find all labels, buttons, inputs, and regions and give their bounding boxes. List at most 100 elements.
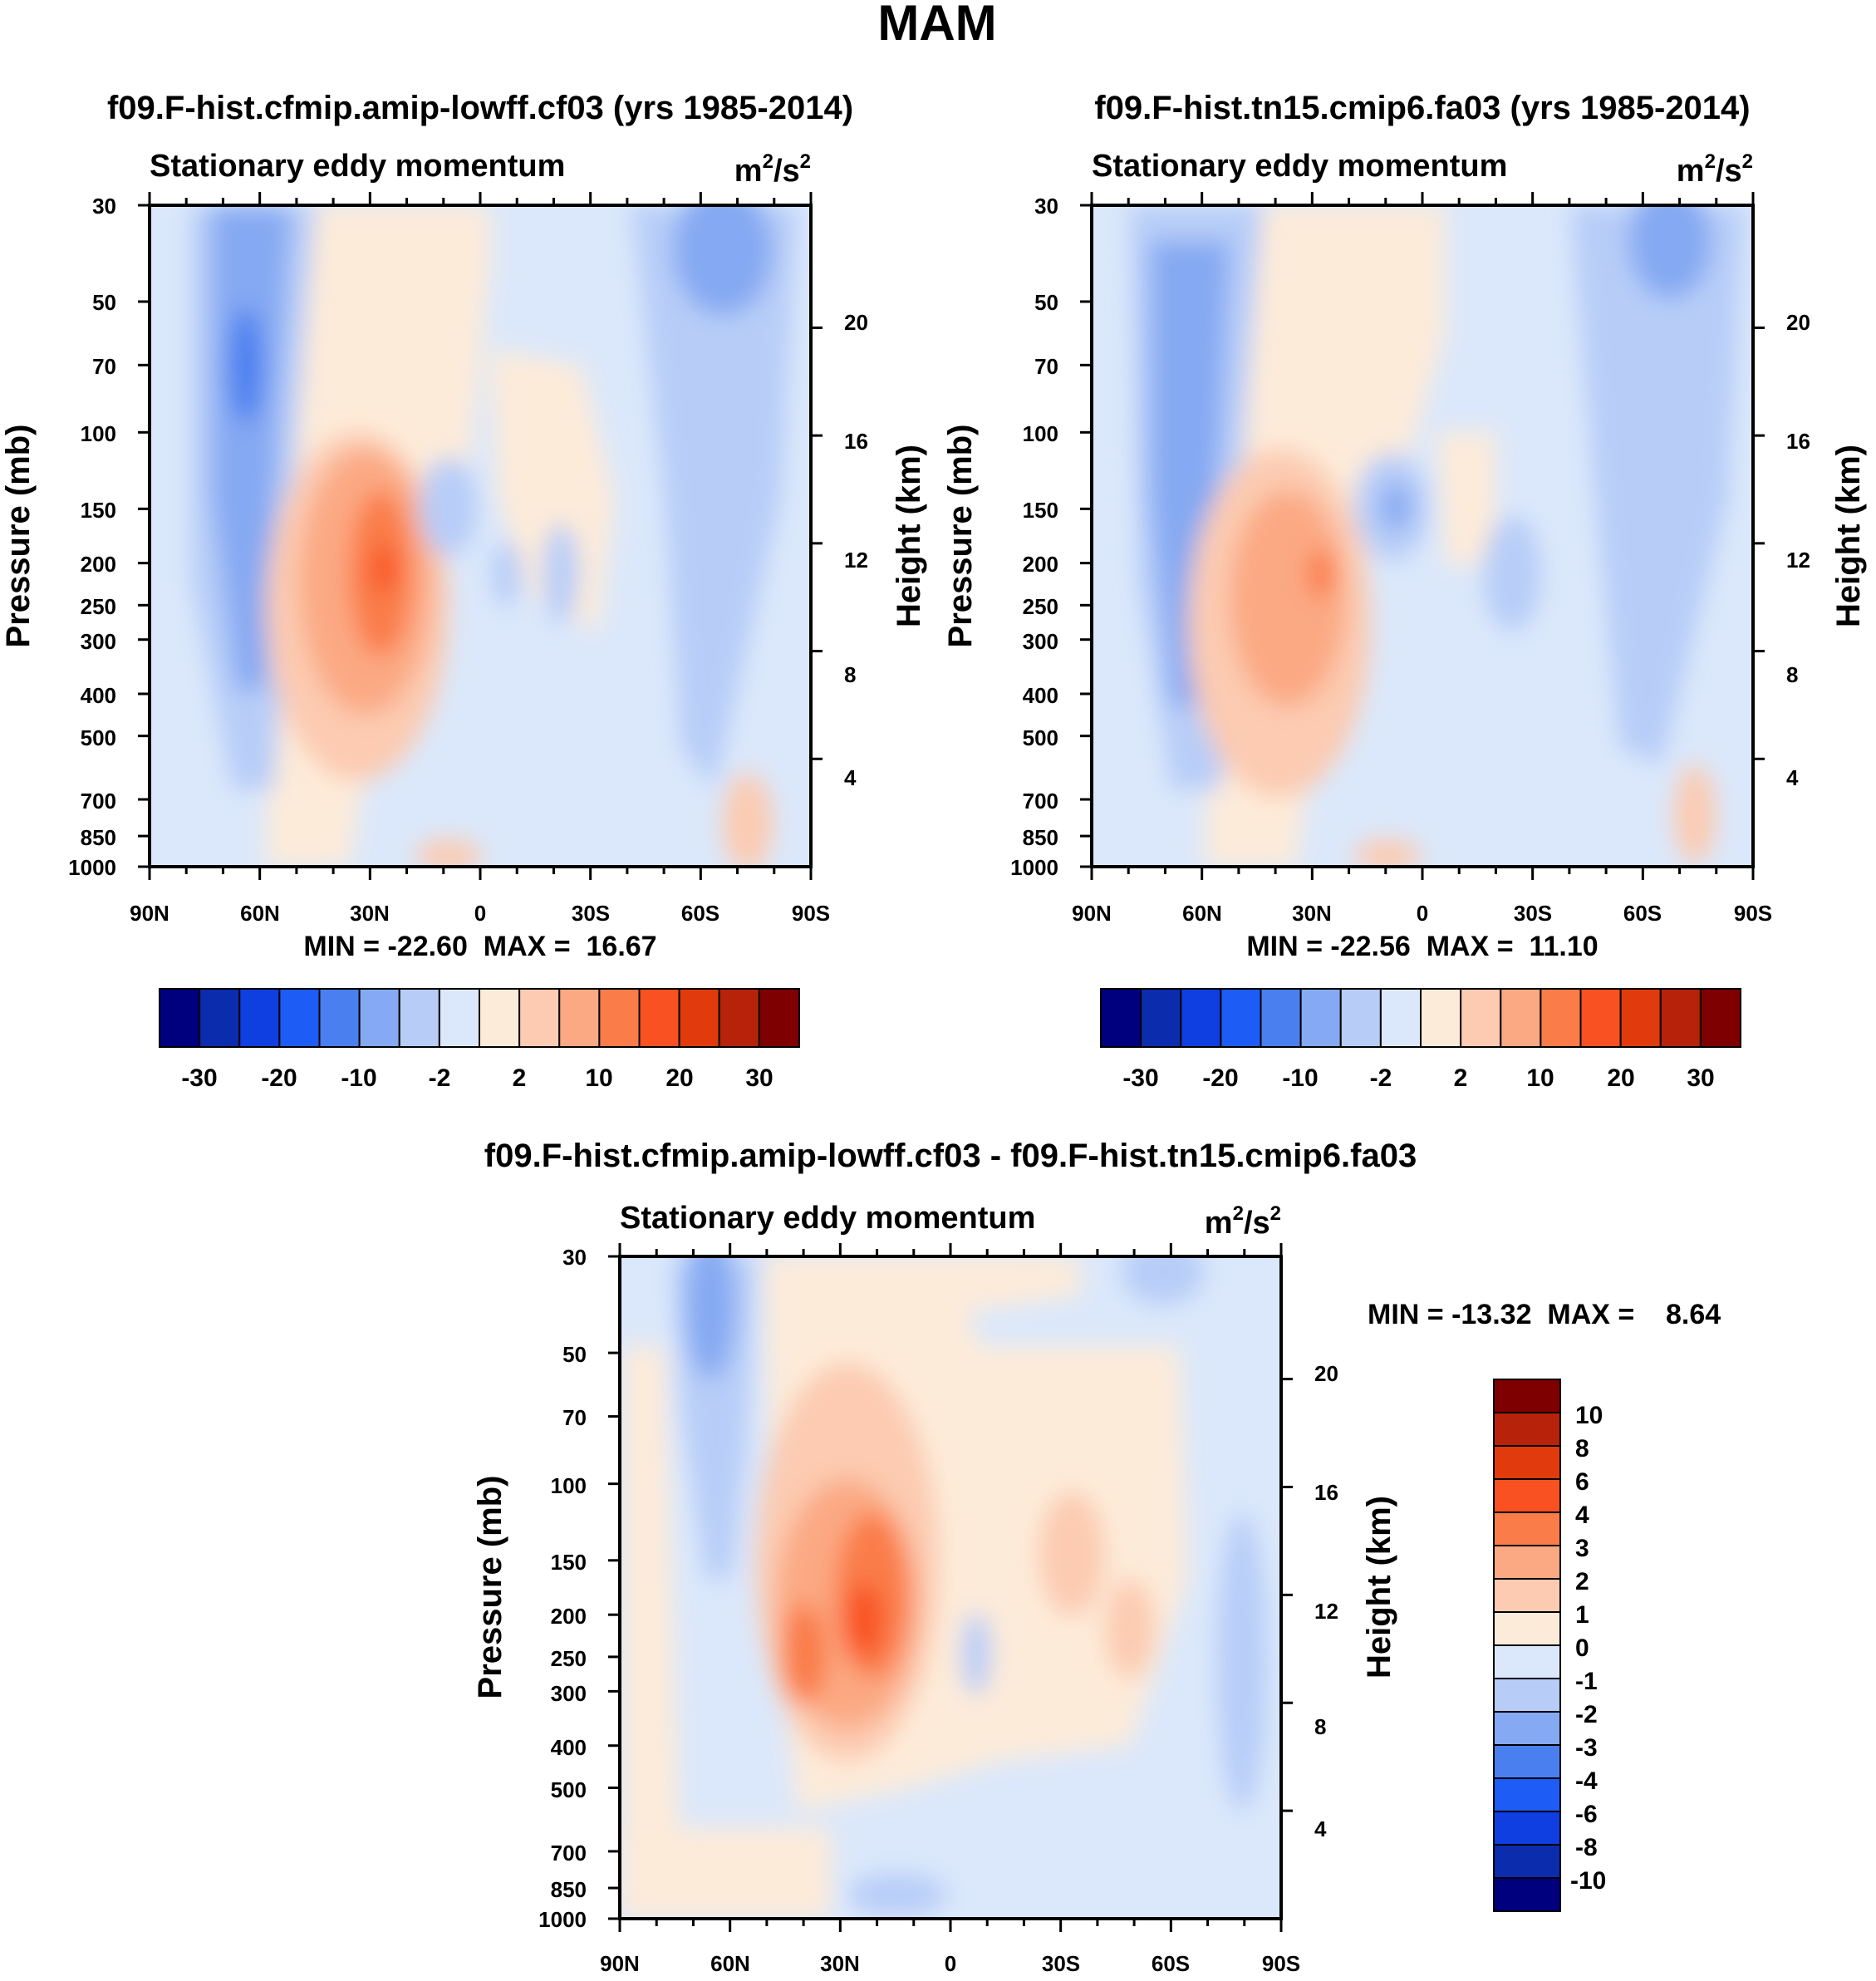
colorbar-swatch (1493, 1545, 1561, 1580)
colorbar-label: 20 (1607, 1064, 1634, 1092)
y2-tick-labels: 20 16 12 8 4 (1786, 310, 1810, 790)
y-tick-label: 100 (551, 1473, 587, 1498)
colorbar-swatch (479, 988, 521, 1048)
y-tick-label: 1000 (68, 855, 116, 880)
y-tick-label: 850 (551, 1877, 587, 1902)
colorbar-swatch (1579, 988, 1622, 1048)
neg-core (685, 1256, 735, 1379)
y-tick-label: 70 (92, 354, 116, 379)
y2-tick-label: 20 (1786, 310, 1810, 335)
y-tick-label: 1000 (1010, 855, 1058, 880)
plot-subtitle: Stationary eddy momentum (1092, 149, 1507, 184)
colorbar-swatch (199, 988, 241, 1048)
colorbar-label: -10 (341, 1064, 376, 1092)
colorbar-swatch (1493, 1811, 1561, 1846)
y2-tick-label: 16 (1314, 1480, 1338, 1505)
neg-tropics-b (492, 540, 522, 607)
y-tick-label: 150 (81, 498, 116, 523)
colorbar-label: 10 (585, 1064, 612, 1092)
colorbar-swatch (358, 988, 400, 1048)
y-tick-label: 70 (562, 1405, 587, 1430)
colorbar-label: -20 (1202, 1064, 1238, 1092)
units-label: m2/s2 (734, 150, 811, 189)
y2-tick-label: 8 (1786, 662, 1798, 687)
minmax-text: MIN = -22.60 MAX = 16.67 (303, 931, 656, 962)
colorbar-label: 2 (513, 1064, 527, 1092)
neg-southern-low (1217, 1512, 1267, 1811)
colorbar (159, 988, 800, 1048)
y-tick-label: 50 (1034, 290, 1058, 315)
colorbar-swatch (1260, 988, 1302, 1048)
y-tick-label: 50 (92, 290, 116, 315)
colorbar-swatch (438, 988, 480, 1048)
y-tick-label: 700 (81, 789, 116, 814)
colorbar-label: -30 (1122, 1064, 1158, 1092)
colorbar-swatch (1493, 1578, 1561, 1613)
y2-tick-label: 12 (844, 548, 868, 573)
colorbar-label: 4 (1575, 1502, 1589, 1529)
colorbar-swatch (1493, 1777, 1561, 1812)
colorbar-swatch (1493, 1379, 1561, 1413)
contour-field (150, 205, 811, 867)
colorbar-label: 0 (1575, 1634, 1589, 1662)
y2-tick-label: 4 (844, 765, 857, 790)
y-tick-label: 50 (562, 1342, 587, 1367)
y-tick-label: 200 (1023, 552, 1058, 577)
colorbar-swatch (638, 988, 680, 1048)
colorbar-swatch (1379, 988, 1422, 1048)
colorbar-swatch (1140, 988, 1182, 1048)
neg-tropics-a (420, 457, 478, 557)
y-tick-labels: 30 50 70 100 150 200 250 300 400 500 700… (68, 194, 116, 880)
y2-axis-label: Height (km) (1361, 1496, 1397, 1679)
colorbar-label: -2 (1370, 1064, 1392, 1092)
colorbar-label: 2 (1575, 1568, 1589, 1595)
y2-tick-label: 16 (844, 429, 868, 454)
neg-southern-top (1122, 1256, 1205, 1305)
colorbar-swatch (1299, 988, 1342, 1048)
colorbar-label: 3 (1575, 1535, 1589, 1562)
colorbar-swatch (1220, 988, 1262, 1048)
colorbar-swatch (1493, 1644, 1561, 1679)
y2-tick-label: 8 (1314, 1714, 1326, 1739)
x-tick-label: 0 (474, 901, 486, 926)
colorbar-swatch (1699, 988, 1741, 1048)
colorbar-swatch (278, 988, 321, 1048)
y2-tick-label: 20 (844, 310, 868, 335)
panel-difference: f09.F-hist.cfmip.amip-lowff.cf03 - f09.F… (472, 1138, 1721, 1976)
x-tick-label: 60S (1623, 901, 1662, 926)
x-tick-label: 90N (130, 901, 169, 926)
x-tick-label: 30N (350, 901, 390, 926)
region-positive-top-right (922, 1256, 1080, 1313)
region-positive-mid (490, 349, 615, 632)
colorbar-label: -30 (181, 1064, 217, 1092)
y-tick-label: 70 (1034, 354, 1058, 379)
x-tick-label: 0 (1417, 901, 1428, 926)
y-tick-label: 850 (81, 825, 116, 850)
pos-surface-a (415, 839, 482, 867)
colorbar-label: -10 (1282, 1064, 1318, 1092)
colorbar-swatch (1100, 988, 1142, 1048)
y-axis-label: Pressure (mb) (472, 1476, 508, 1699)
colorbar-swatch (1493, 1744, 1561, 1779)
x-tick-labels: 90N 60N 30N 0 30S 60S 90S (1072, 901, 1772, 926)
colorbar-label: -6 (1575, 1801, 1598, 1828)
contour-field (620, 1256, 1281, 1919)
y-tick-label: 400 (551, 1735, 587, 1760)
colorbar-labels: -30 -20 -10 -2 2 10 20 30 (181, 1064, 773, 1092)
y2-tick-label: 12 (1314, 1599, 1338, 1624)
x-ticks (148, 192, 813, 880)
pos-inner-b (781, 1604, 828, 1703)
y2-tick-label: 4 (1314, 1816, 1327, 1841)
colorbar-label: 10 (1575, 1402, 1603, 1429)
plot-subtitle: Stationary eddy momentum (620, 1201, 1035, 1236)
pos-southern-mid (1039, 1492, 1105, 1616)
colorbar-label: 6 (1575, 1468, 1589, 1496)
colorbar-label: 8 (1575, 1435, 1589, 1462)
y-tick-label: 300 (81, 629, 116, 654)
pos-core (372, 544, 395, 594)
x-tick-label: 30S (1042, 1951, 1080, 1976)
x-tick-label: 30N (1292, 901, 1332, 926)
y-axis-label: Pressure (mb) (0, 425, 37, 648)
y-ticks (138, 204, 823, 868)
colorbar-swatch (598, 988, 641, 1048)
